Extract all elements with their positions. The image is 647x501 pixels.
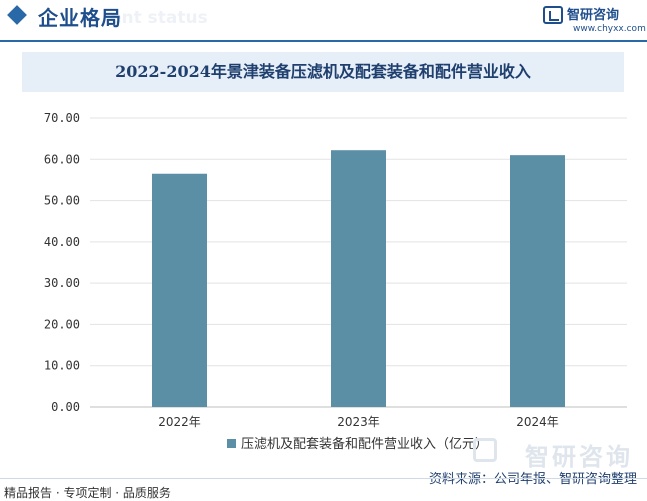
brand-logo-block: 智研咨询 www.chyxx.com: [543, 4, 646, 38]
bar: [510, 155, 565, 407]
y-tick-label: 50.00: [44, 194, 80, 208]
y-tick-label: 0.00: [51, 400, 80, 414]
data-source: 资料来源：公司年报、智研咨询整理: [428, 472, 637, 487]
footer-tagline: 精品报告 · 专项定制 · 品质服务: [4, 486, 171, 500]
chart-title-band: 2022-2024年景津装备压滤机及配套装备和配件营业收入: [22, 52, 624, 92]
watermark-logo-icon: [473, 438, 497, 462]
y-tick-label: 60.00: [44, 152, 80, 166]
bar: [152, 173, 207, 407]
page-footer: 精品报告 · 专项定制 · 品质服务: [0, 478, 647, 501]
bar: [331, 150, 386, 407]
brand-url: www.chyxx.com: [573, 24, 646, 34]
y-tick-label: 40.00: [44, 235, 80, 249]
y-tick-label: 30.00: [44, 276, 80, 290]
y-tick-label: 10.00: [44, 359, 80, 373]
x-tick-label: 2023年: [337, 415, 380, 429]
legend-label: 压滤机及配套装备和配件营业收入（亿元）: [241, 436, 488, 452]
section-title: 企业格局: [38, 6, 122, 30]
chart-title: 2022-2024年景津装备压滤机及配套装备和配件营业收入: [115, 62, 531, 81]
header-divider: [0, 40, 647, 42]
y-tick-label: 70.00: [44, 111, 80, 125]
section-background-text: ent status: [110, 8, 208, 28]
brand-name: 智研咨询: [567, 8, 620, 23]
brand-logo-icon: [543, 6, 563, 24]
x-tick-label: 2022年: [158, 415, 201, 429]
y-tick-label: 20.00: [44, 317, 80, 331]
legend-swatch: [227, 439, 236, 448]
page-header: ent status 企业格局 智研咨询 www.chyxx.com: [0, 0, 647, 40]
x-tick-label: 2024年: [516, 415, 559, 429]
watermark-brand: 智研咨询: [525, 443, 633, 471]
